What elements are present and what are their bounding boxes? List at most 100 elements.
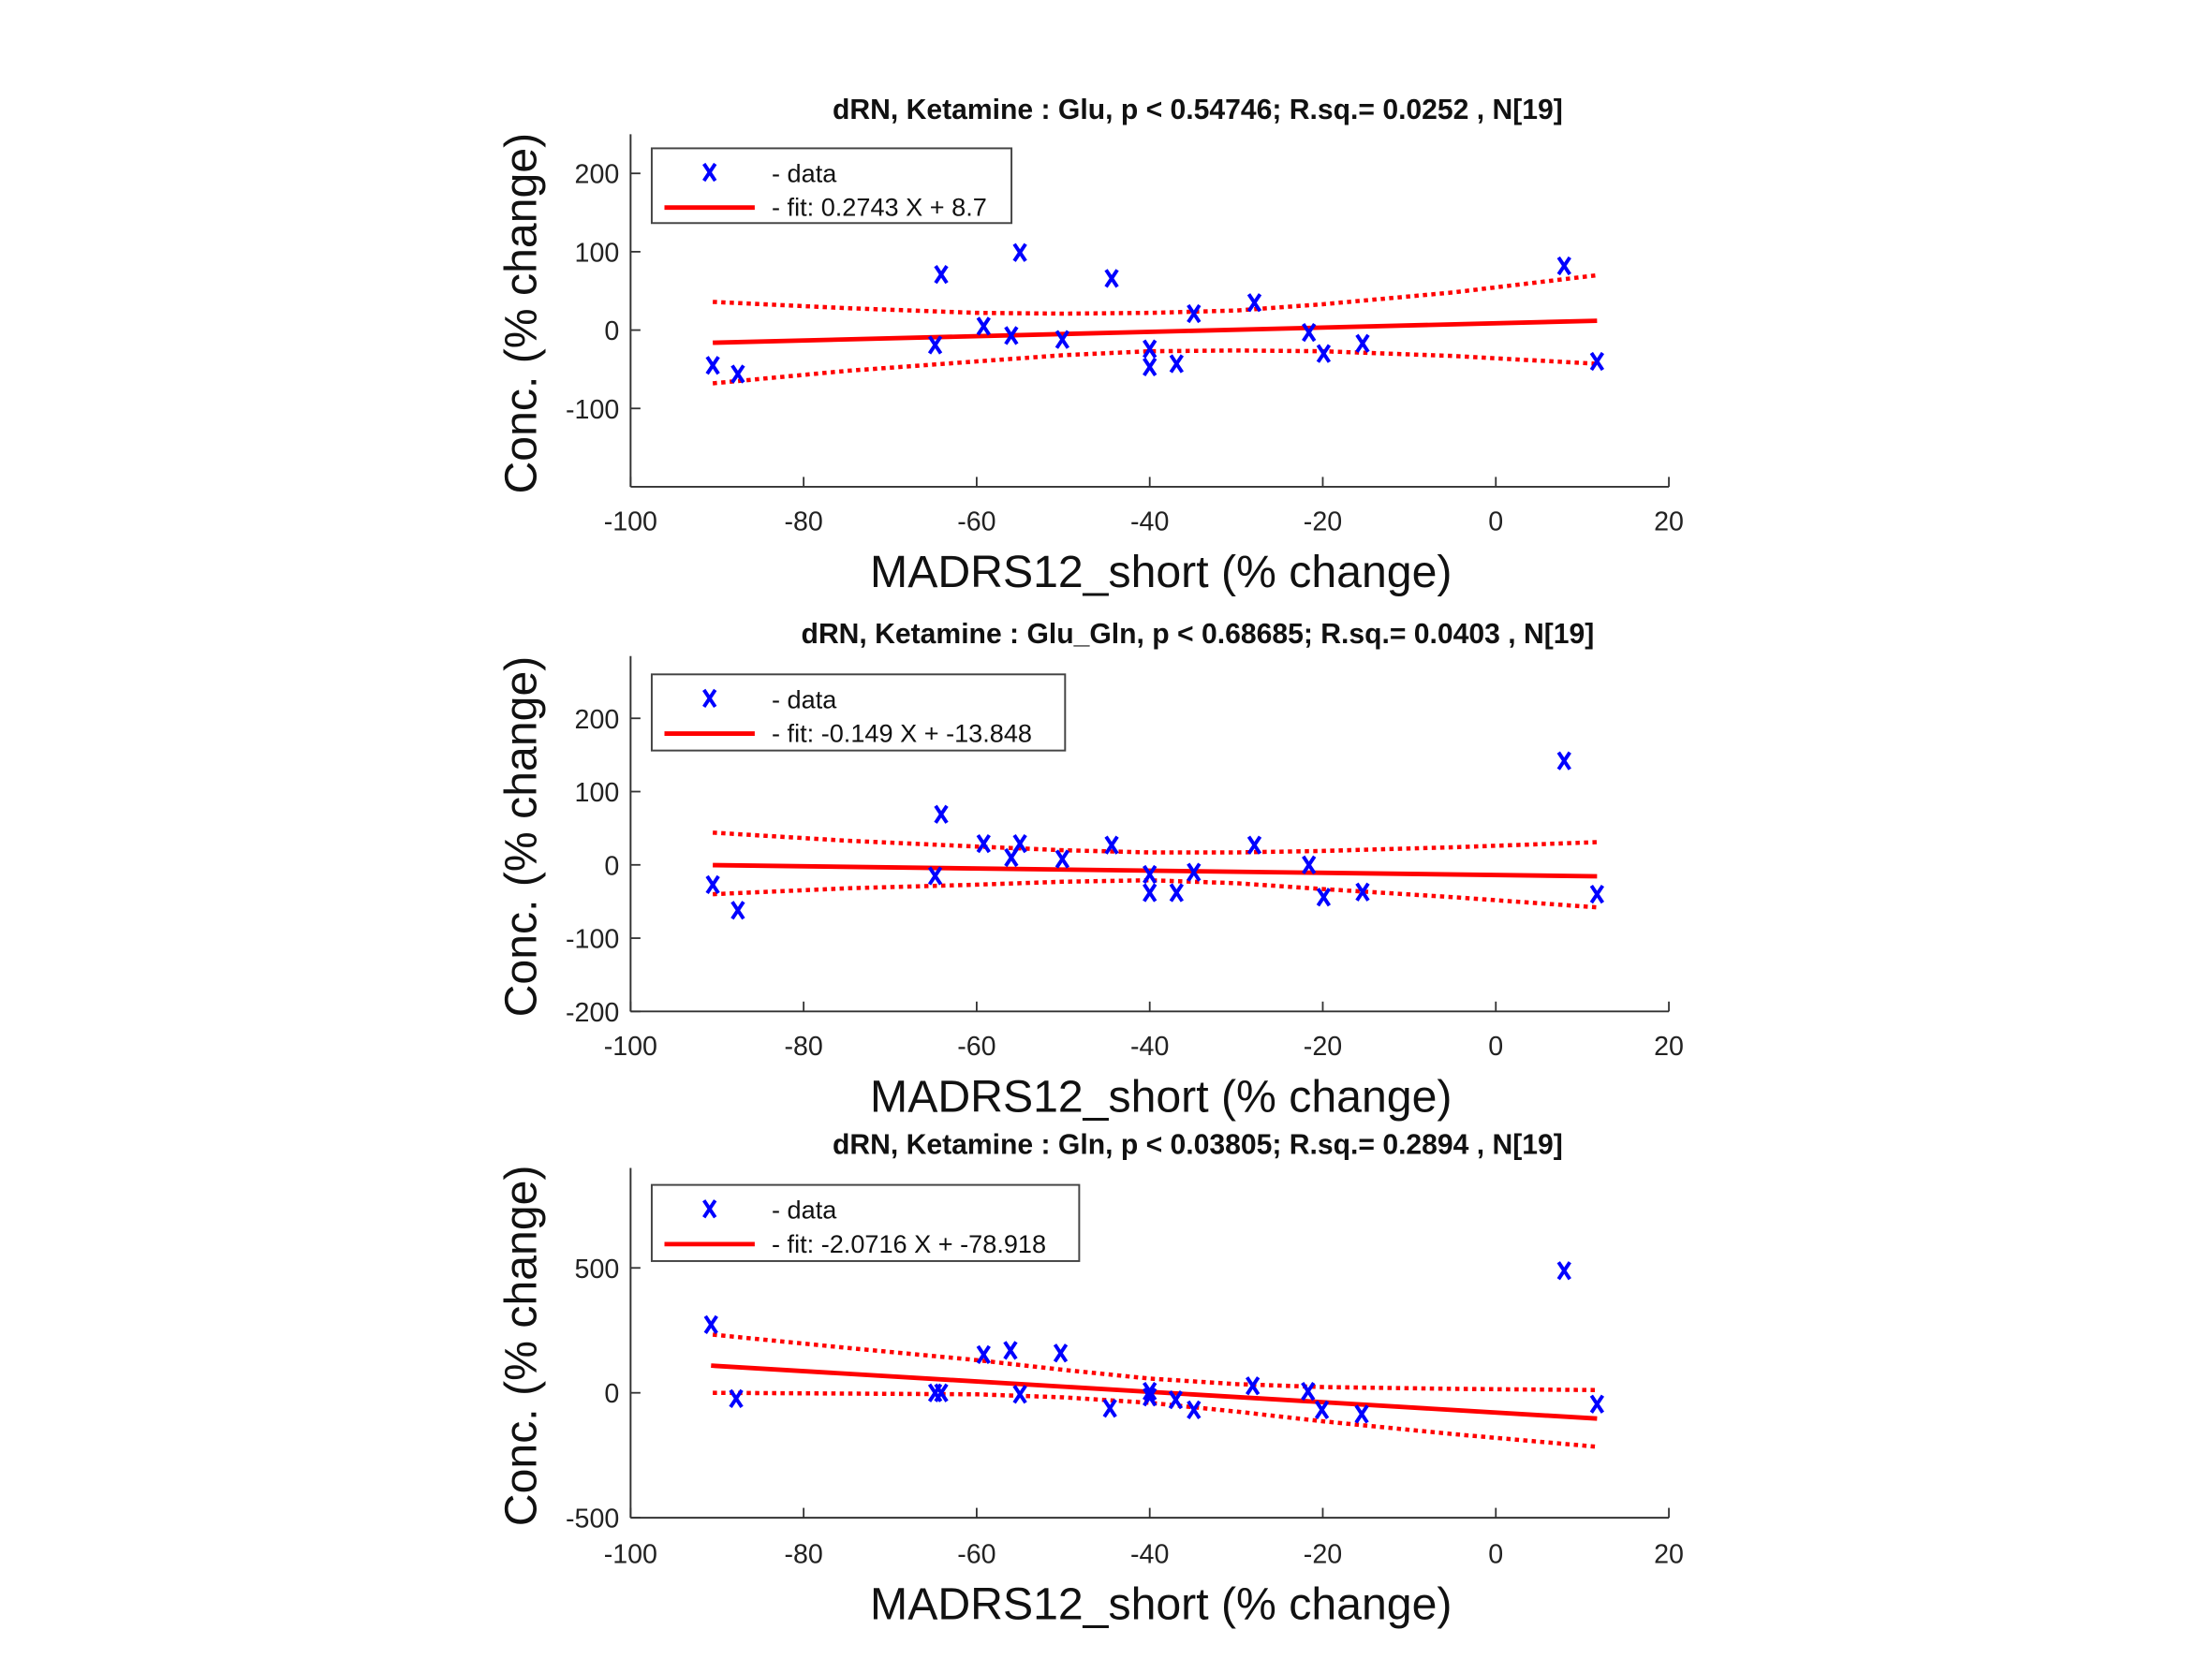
legend-box <box>650 673 1067 752</box>
data-point <box>1355 333 1370 353</box>
legend-data-marker <box>702 162 717 183</box>
ci-upper-line <box>712 830 1598 855</box>
data-point-stroke <box>1245 1376 1261 1396</box>
data-point-stroke <box>1168 1390 1184 1410</box>
data-point-stroke <box>1143 883 1158 903</box>
data-point <box>705 356 720 375</box>
data-point-stroke <box>976 1344 991 1364</box>
data-point <box>1054 330 1070 349</box>
data-point-stroke <box>1556 1261 1571 1281</box>
data-point <box>1246 835 1262 855</box>
data-point-stroke <box>1004 326 1019 345</box>
data-point-stroke <box>1012 242 1027 262</box>
data-point-stroke <box>1169 354 1184 374</box>
y-axis-label: Conc. (% change) <box>495 133 546 494</box>
data-point-stroke <box>934 265 949 285</box>
x-tick-label: -40 <box>1130 507 1169 537</box>
x-tick-label: -80 <box>784 1032 822 1062</box>
x-tick-label: -100 <box>604 1539 657 1569</box>
data-point <box>1012 242 1027 262</box>
data-point <box>1168 1390 1184 1410</box>
x-tick-label: -100 <box>604 1032 657 1062</box>
data-point-stroke <box>1316 344 1332 363</box>
data-point-stroke <box>1355 333 1370 353</box>
data-point <box>1104 269 1119 288</box>
x-tick-label: -20 <box>1304 1539 1342 1569</box>
data-point <box>1187 1400 1202 1419</box>
x-tick-label: 20 <box>1654 1539 1684 1569</box>
legend-data-marker <box>702 688 717 709</box>
x-axis-label: MADRS12_short (% change) <box>870 547 1452 597</box>
data-point <box>1316 888 1332 907</box>
data-point-stroke <box>1556 256 1571 276</box>
legend-box <box>650 147 1013 225</box>
data-point-stroke <box>1012 1385 1027 1404</box>
data-point <box>1004 326 1019 345</box>
data-point-stroke <box>1187 1400 1202 1419</box>
data-point-stroke <box>1556 751 1571 771</box>
data-point-stroke <box>934 1383 949 1402</box>
data-point-stroke <box>1589 884 1605 904</box>
data-point <box>1143 864 1158 885</box>
data-point <box>729 1388 744 1408</box>
data-point-stroke <box>1143 1381 1158 1402</box>
x-tick-label: -60 <box>957 1032 995 1062</box>
data-point-stroke <box>1012 833 1027 854</box>
data-point <box>1354 1404 1369 1424</box>
data-point-stroke <box>730 901 745 920</box>
y-tick-label: 0 <box>604 1379 619 1409</box>
x-tick-label: 0 <box>1488 507 1503 537</box>
ci-lower-line <box>713 877 1598 910</box>
data-point-stroke <box>1143 339 1158 359</box>
ci-lower-line <box>712 348 1598 386</box>
x-tick-label: -40 <box>1130 1539 1169 1569</box>
data-point <box>1302 855 1317 874</box>
data-point-stroke <box>1246 835 1262 855</box>
legend-data-label: - data <box>772 1196 837 1225</box>
data-point <box>1169 883 1184 903</box>
y-axis-label: Conc. (% change) <box>495 1165 546 1526</box>
data-point-stroke <box>1104 835 1119 855</box>
data-point-stroke <box>1053 1343 1069 1363</box>
data-point-stroke <box>1003 1341 1018 1360</box>
data-point-stroke <box>1302 855 1317 874</box>
x-tick-label: -40 <box>1130 1032 1169 1062</box>
x-tick-label: -60 <box>957 1539 995 1569</box>
data-point <box>1589 351 1605 372</box>
x-tick-label: -100 <box>604 507 657 537</box>
y-tick-label: 200 <box>575 705 620 735</box>
ci-lower-line <box>713 1390 1598 1449</box>
data-point <box>1556 256 1571 276</box>
data-point-stroke <box>976 316 991 336</box>
x-axis-label: MADRS12_short (% change) <box>870 1579 1452 1630</box>
data-point <box>1012 1385 1027 1404</box>
ci-upper-line <box>712 1332 1598 1393</box>
data-point-stroke <box>927 335 943 355</box>
data-point-stroke <box>1187 303 1202 324</box>
data-point-stroke <box>730 364 745 384</box>
data-point <box>934 1383 949 1402</box>
x-tick-label: -20 <box>1304 507 1342 537</box>
data-point <box>705 874 720 895</box>
data-point <box>1053 1343 1069 1363</box>
legend-data-marker <box>702 1199 717 1219</box>
data-point <box>730 364 745 384</box>
data-point <box>1143 339 1158 359</box>
data-point-stroke <box>1143 357 1158 377</box>
y-tick-label: 100 <box>575 778 620 808</box>
data-point-stroke <box>1102 1399 1117 1418</box>
y-tick-label: 100 <box>575 238 620 268</box>
data-point <box>1102 1399 1117 1418</box>
data-point-stroke <box>729 1388 744 1408</box>
x-tick-label: -20 <box>1304 1032 1342 1062</box>
data-point <box>1355 882 1370 902</box>
data-point <box>976 833 991 854</box>
y-tick-label: 0 <box>604 316 619 346</box>
data-point <box>1054 849 1070 869</box>
data-point <box>1556 1261 1571 1281</box>
data-point <box>1143 1381 1158 1402</box>
x-tick-label: 20 <box>1654 507 1684 537</box>
data-point <box>1187 303 1202 324</box>
data-point <box>1316 344 1332 363</box>
data-point <box>1104 835 1119 855</box>
